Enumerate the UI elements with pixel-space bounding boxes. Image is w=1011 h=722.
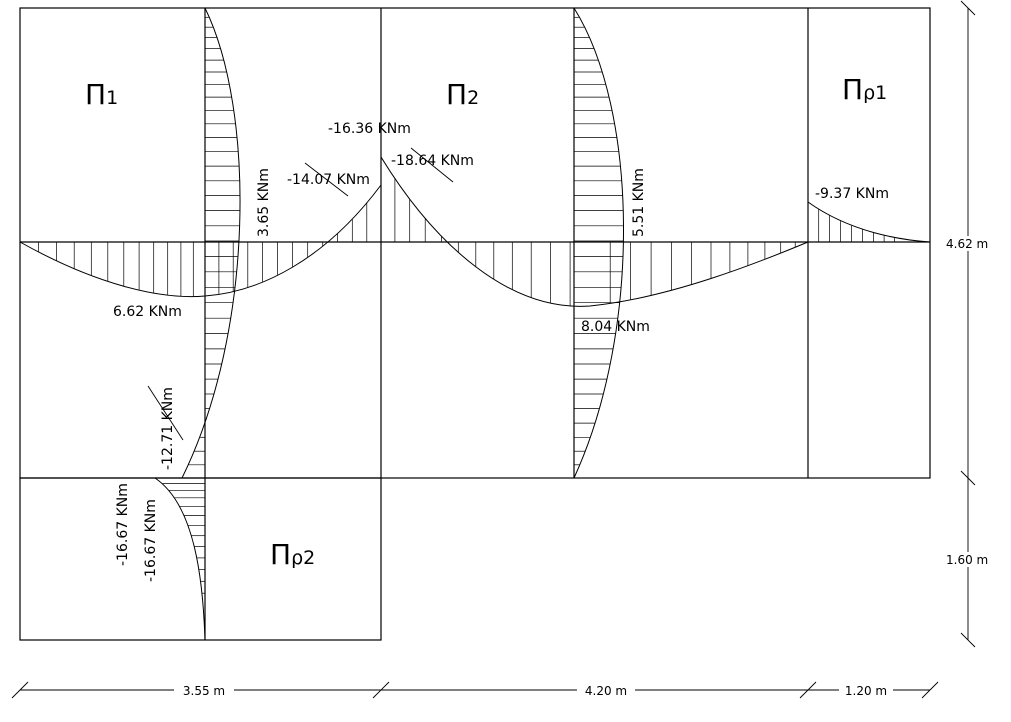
- dimension-tick: [960, 0, 976, 16]
- moment-value: -12.71 KNm: [160, 387, 176, 470]
- leader-14-07: [304, 162, 349, 197]
- slab-outline-pr2: [19, 477, 382, 641]
- slab-outlines: [19, 7, 931, 641]
- moment-hatching: [38, 16, 895, 594]
- moment-curve-p1-vertical: [181, 7, 241, 479]
- dimension-tick: [11, 681, 29, 699]
- dimension-bottom: 3.55 m 4.20 m 1.20 m: [11, 681, 939, 699]
- moment-curve-p1-horizontal: [19, 241, 206, 298]
- moment-value: 6.62 KNm: [113, 304, 182, 320]
- panel-label-pr1: Πρ1: [842, 73, 887, 106]
- panel-labels: Π1 Π2 Πρ1 Πρ2: [85, 73, 887, 571]
- moment-curves: [19, 7, 931, 641]
- dimension-tick: [799, 681, 817, 699]
- leader-lines: [147, 147, 454, 441]
- dimension-label-height-bottom: 1.60 m: [946, 553, 988, 567]
- dimension-tick: [960, 632, 976, 648]
- dimension-tick: [372, 681, 390, 699]
- leader-12-71: [147, 385, 184, 441]
- moment-curve-p2-horizontal: [380, 156, 809, 307]
- moment-curve-pr1: [807, 201, 931, 243]
- moment-value: -9.37 KNm: [815, 186, 889, 202]
- slab-outline-main: [19, 7, 931, 479]
- moment-value: 3.65 KNm: [256, 168, 272, 237]
- moment-value: -16.67 KNm: [143, 499, 159, 582]
- dimension-right: 4.62 m 1.60 m: [944, 0, 994, 648]
- moment-value: -14.07 KNm: [287, 172, 370, 188]
- panel-label-pr2: Πρ2: [270, 538, 315, 571]
- leader-18-64: [410, 147, 454, 183]
- dimension-label-span2: 4.20 m: [585, 684, 627, 698]
- dimension-tick: [921, 681, 939, 699]
- moment-value: -16.36 KNm: [328, 121, 411, 137]
- moment-values: -16.36 KNm -18.64 KNm -14.07 KNm -9.37 K…: [113, 121, 889, 582]
- moment-curve-p1-support: [204, 184, 382, 297]
- dimension-label-span1: 3.55 m: [183, 684, 225, 698]
- panel-label-p2: Π2: [446, 78, 479, 111]
- moment-value: 5.51 KNm: [631, 168, 647, 237]
- moment-value: -18.64 KNm: [391, 153, 474, 169]
- dimension-tick: [960, 470, 976, 486]
- moment-value: -16.67 KNm: [115, 483, 131, 566]
- panel-label-p1: Π1: [85, 78, 118, 111]
- moment-value: 8.04 KNm: [581, 319, 650, 335]
- moment-curve-p2-vertical: [573, 7, 624, 479]
- moment-curve-pr2: [154, 477, 206, 641]
- dimension-label-height-top: 4.62 m: [946, 237, 988, 251]
- dimension-label-span3: 1.20 m: [845, 684, 887, 698]
